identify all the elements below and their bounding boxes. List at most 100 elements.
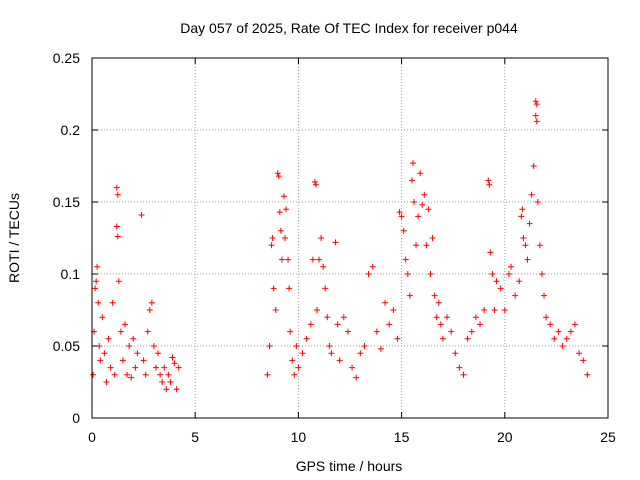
data-point <box>584 371 591 378</box>
data-point <box>138 211 145 218</box>
data-point <box>167 379 174 385</box>
data-point <box>543 314 550 321</box>
data-point <box>280 193 287 200</box>
data-point <box>505 271 512 277</box>
data-point <box>576 350 583 357</box>
data-point <box>439 335 446 342</box>
y-tick-label: 0.1 <box>61 266 81 282</box>
data-point <box>519 206 526 213</box>
data-point <box>326 343 333 349</box>
data-point <box>169 354 176 361</box>
data-point <box>532 112 539 119</box>
data-point <box>311 178 318 185</box>
grid-lines <box>92 58 608 418</box>
data-point <box>486 181 493 188</box>
data-point <box>266 343 273 349</box>
data-point <box>533 118 540 125</box>
data-point <box>448 328 455 335</box>
data-point <box>468 328 475 335</box>
data-point <box>336 357 343 364</box>
data-point <box>419 201 426 208</box>
data-point <box>97 357 104 364</box>
data-point <box>520 235 527 241</box>
plot-frame <box>91 57 609 419</box>
data-point <box>477 321 484 328</box>
data-point <box>289 357 296 364</box>
data-point <box>264 371 271 378</box>
data-point <box>427 271 434 277</box>
data-point <box>472 314 479 321</box>
data-point <box>95 299 102 306</box>
data-point <box>481 307 488 313</box>
data-point <box>105 335 112 342</box>
data-point <box>485 177 492 184</box>
data-point <box>571 321 578 328</box>
x-tick-label: 15 <box>394 429 410 445</box>
data-point <box>526 220 533 227</box>
data-point <box>316 256 323 263</box>
data-point <box>293 343 300 349</box>
data-point <box>286 285 293 292</box>
data-point <box>291 371 298 378</box>
data-point <box>394 335 401 342</box>
data-point <box>404 271 411 277</box>
data-point <box>114 233 121 240</box>
data-point <box>165 371 172 378</box>
data-point <box>415 213 422 220</box>
data-point <box>161 364 168 371</box>
data-point <box>547 321 554 328</box>
data-point <box>281 235 288 241</box>
data-point <box>489 271 496 277</box>
data-point <box>99 314 106 321</box>
data-point <box>163 386 170 393</box>
data-point <box>119 357 126 364</box>
data-point <box>144 328 151 335</box>
data-point <box>567 328 574 335</box>
data-point <box>171 360 178 367</box>
data-point <box>402 256 409 263</box>
data-point <box>396 209 403 216</box>
data-point <box>425 206 432 213</box>
data-point <box>155 350 162 357</box>
data-point <box>109 299 116 306</box>
data-point <box>516 278 523 285</box>
data-point <box>111 371 118 378</box>
data-point <box>307 321 314 328</box>
data-point <box>398 213 405 220</box>
data-point <box>92 285 99 292</box>
data-point <box>497 285 504 292</box>
data-point <box>433 314 440 321</box>
data-point <box>140 357 147 364</box>
data-point <box>332 239 339 246</box>
data-point <box>501 307 508 313</box>
data-point <box>528 191 535 198</box>
data-point <box>344 328 351 335</box>
data-point <box>270 285 277 292</box>
data-point <box>318 235 325 241</box>
data-point <box>113 223 120 230</box>
data-point <box>536 242 543 249</box>
data-point <box>373 328 380 335</box>
data-point <box>322 285 329 292</box>
data-point <box>406 292 413 299</box>
data-point <box>512 292 519 299</box>
x-axis-label: GPS time / hours <box>296 458 403 474</box>
data-point <box>435 299 442 306</box>
data-point <box>559 343 566 349</box>
data-point <box>309 256 316 263</box>
data-point <box>157 371 164 378</box>
data-point <box>423 242 430 249</box>
data-point <box>277 227 284 234</box>
data-point <box>126 343 133 349</box>
data-point <box>117 328 124 335</box>
data-point <box>377 345 384 352</box>
y-tick-label: 0.15 <box>53 194 80 210</box>
data-point <box>413 242 420 249</box>
data-point <box>460 371 467 378</box>
y-tick-label: 0.2 <box>61 122 81 138</box>
data-point <box>491 307 498 313</box>
data-point <box>275 173 282 180</box>
data-point <box>518 213 525 220</box>
data-point <box>113 184 120 191</box>
chart-title: Day 057 of 2025, Rate Of TEC Index for r… <box>180 20 518 36</box>
